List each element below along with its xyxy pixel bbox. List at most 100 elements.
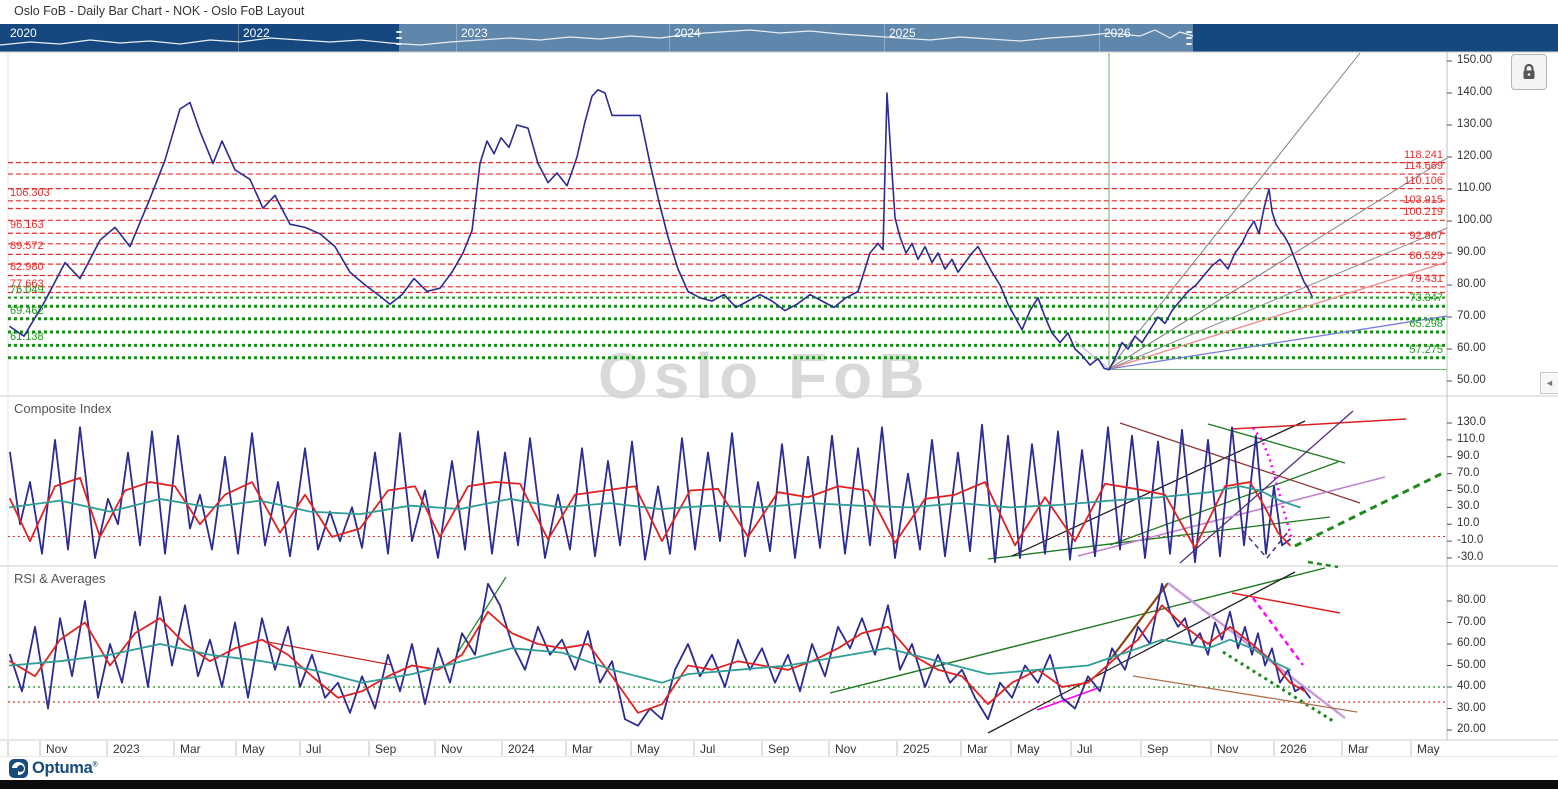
axis-tick-label: 40.00 [1457, 680, 1486, 692]
price-level-label: 106.303 [10, 186, 50, 199]
navigator-year-label: 2026 [1104, 26, 1131, 40]
axis-tick-label: 70.0 [1457, 466, 1480, 479]
axis-tick-label: -10.0 [1457, 534, 1484, 547]
price-level-label: 82.980 [10, 261, 44, 274]
panel-title-rsi: RSI & Averages [14, 571, 106, 586]
axis-tick-label: 50.00 [1457, 374, 1486, 386]
window-title: Oslo FoB - Daily Bar Chart - NOK - Oslo … [14, 4, 305, 18]
x-axis-label: Jul [700, 742, 716, 756]
axis-tick-label: 150.00 [1457, 54, 1493, 66]
x-axis-label: 2023 [113, 742, 140, 756]
x-axis-label: May [242, 742, 265, 756]
series-rsi [9, 582, 1311, 727]
x-axis-label: 2026 [1280, 742, 1307, 756]
x-axis-label: Sep [768, 742, 790, 756]
navigator-year-label: 2020 [10, 26, 37, 40]
logo-bar: Optuma® [0, 757, 1558, 780]
x-axis-label: May [637, 742, 660, 756]
axis-tick-label: 110.0 [1457, 432, 1485, 445]
x-axis-label: 2024 [508, 742, 535, 756]
axis-tick-label: 20.00 [1457, 723, 1486, 735]
x-axis-label: May [1417, 742, 1440, 756]
navigator-year-gridline [884, 24, 885, 52]
series-rsi-average [9, 604, 1306, 714]
axis-tick-label: 90.00 [1457, 246, 1486, 258]
axis-tick-label: 10.0 [1457, 517, 1480, 530]
x-axis-label: Mar [1348, 742, 1369, 756]
axis-tick-label: -30.0 [1457, 551, 1484, 563]
axis-tick-label: 70.00 [1457, 615, 1486, 628]
price-level-label: 92.867 [1409, 229, 1443, 242]
series-composite-smooth [9, 485, 1301, 516]
price-level-label: 77.663 [10, 278, 44, 291]
price-level-label: 65.298 [1409, 318, 1443, 331]
price-level-label: 69.462 [10, 304, 44, 317]
price-level-label: 118.241 [1404, 148, 1443, 161]
series-composite-fast [9, 423, 1291, 564]
x-axis-label: Nov [441, 742, 463, 756]
navigator-year-label: 2025 [889, 26, 916, 40]
price-level-label: 96.163 [10, 219, 44, 232]
navigator-year-label: 2023 [461, 26, 488, 40]
lock-button[interactable] [1511, 54, 1547, 90]
navigator-year-gridline [456, 24, 457, 52]
axis-tick-label: 110.00 [1457, 182, 1492, 194]
price-level-label: 76.049 [10, 283, 44, 296]
series-rsi-smooth [9, 638, 1291, 684]
axis-tick-label: 60.00 [1457, 637, 1486, 649]
axis-tick-label: 60.00 [1457, 342, 1486, 354]
axis-tick-label: 70.00 [1457, 310, 1486, 322]
navigator-year-gridline [238, 24, 239, 52]
price-level-label: 110.106 [1404, 174, 1443, 187]
x-axis-label: Nov [1217, 742, 1239, 756]
price-level-label: 89.572 [10, 240, 44, 253]
navigator-selection[interactable] [399, 24, 1193, 52]
axis-tick-label: 50.00 [1457, 658, 1486, 671]
axis-tick-label: 50.0 [1457, 483, 1480, 496]
title-bar: Oslo FoB - Daily Bar Chart - NOK - Oslo … [0, 0, 1558, 24]
axis-tick-label: 90.0 [1457, 449, 1480, 462]
x-axis-label: Nov [46, 742, 68, 756]
x-axis-label: Mar [967, 742, 988, 756]
axis-tick-label: 130.00 [1457, 118, 1493, 130]
price-level-label: 86.529 [1409, 250, 1443, 263]
navigator-minichart [0, 29, 1194, 46]
x-axis-label: Mar [572, 742, 593, 756]
timeline-navigator[interactable]: 2020 2022 2023 2024 2025 2026 [0, 24, 1558, 52]
navigator-right-handle[interactable] [1186, 31, 1192, 45]
price-level-label: 79.431 [1409, 272, 1443, 285]
price-level-label: 103.915 [1403, 194, 1443, 207]
x-axis-label: Jul [1077, 742, 1093, 756]
axis-tick-label: 30.0 [1457, 500, 1480, 513]
optuma-logo-icon [9, 759, 28, 778]
axis-tick-label: 130.0 [1457, 416, 1486, 428]
bottom-black-bar [0, 780, 1558, 789]
price-level-label: 57.275 [1409, 343, 1443, 356]
navigator-year-label: 2022 [243, 26, 270, 40]
axis-tick-label: 140.00 [1457, 86, 1493, 98]
watermark: Oslo FoB [598, 340, 931, 412]
axis-tick-label: 80.00 [1457, 594, 1486, 606]
axis-tick-label: 120.00 [1457, 150, 1493, 162]
navigator-left-handle[interactable] [396, 31, 402, 45]
collapse-axis-button[interactable]: ◄ [1540, 372, 1558, 394]
x-axis-label: Mar [180, 742, 201, 756]
axis-tick-label: 100.00 [1457, 214, 1493, 226]
price-level-label: 114.669 [1404, 160, 1443, 173]
panel-title-composite: Composite Index [14, 401, 112, 416]
navigator-year-gridline [669, 24, 670, 52]
x-axis-label: Sep [1147, 742, 1169, 756]
price-level-label: 61.138 [10, 331, 44, 344]
price-level-label: 100.219 [1403, 206, 1443, 219]
navigator-year-label: 2024 [674, 26, 701, 40]
navigator-year-gridline [1099, 24, 1100, 52]
axis-tick-label: 30.00 [1457, 701, 1486, 714]
price-level-label: 73.347 [1409, 292, 1443, 305]
series-price [9, 89, 1313, 371]
x-axis-label: Jul [306, 742, 322, 756]
lock-icon [1523, 63, 1535, 79]
x-axis-label: 2025 [903, 742, 930, 756]
x-axis-label: May [1017, 742, 1040, 756]
optuma-logo-text: Optuma® [32, 759, 98, 777]
